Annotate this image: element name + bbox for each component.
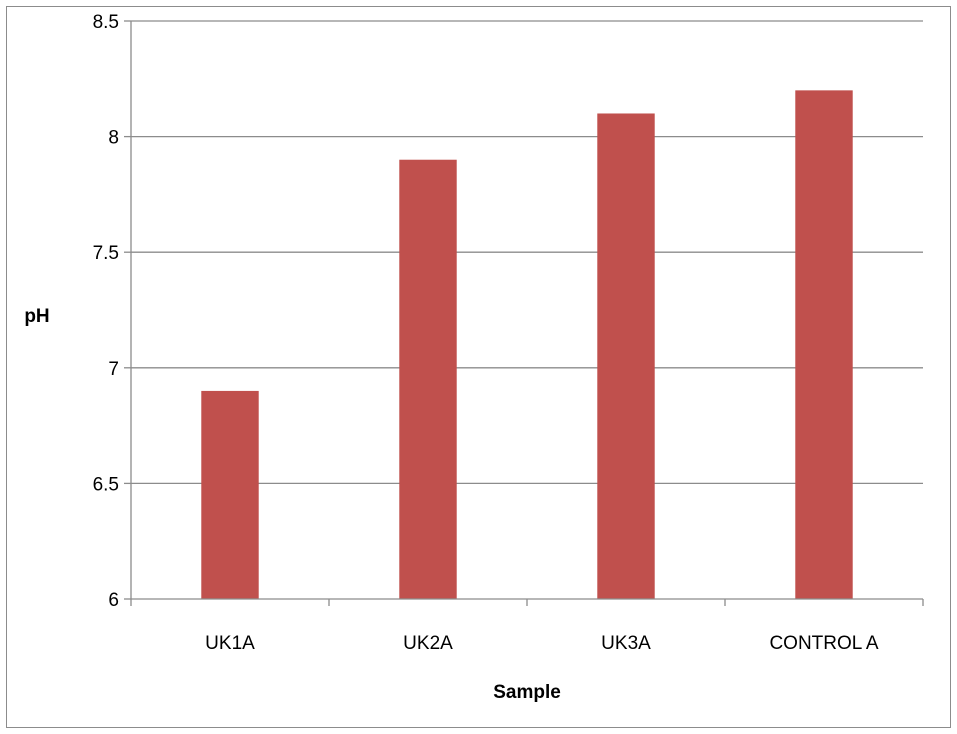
- y-tick-label: 6.5: [93, 474, 119, 495]
- x-tick-labels: UK1A UK2A UK3A CONTROL A: [205, 633, 879, 654]
- x-tick-label: UK3A: [601, 633, 651, 654]
- bar-uk2a: [399, 159, 457, 599]
- y-axis-title: pH: [24, 306, 49, 327]
- x-tick-label: CONTROL A: [769, 633, 878, 654]
- x-tick-label: UK1A: [205, 633, 255, 654]
- y-tick-label: 8.5: [93, 12, 119, 33]
- bar-uk3a: [597, 113, 655, 599]
- bars: [201, 90, 853, 600]
- axes: [130, 21, 923, 600]
- bar-control-a: [795, 90, 853, 600]
- y-tick-labels: 6 6.5 7 7.5 8 8.5: [93, 12, 119, 611]
- y-tick-label: 8: [108, 128, 119, 149]
- x-tick-label: UK2A: [403, 633, 453, 654]
- y-tick-label: 7.5: [93, 243, 119, 264]
- x-axis-title: Sample: [493, 682, 561, 703]
- chart-frame: [6, 6, 951, 728]
- bar-uk1a: [201, 390, 259, 599]
- gridlines: [124, 20, 924, 606]
- y-tick-label: 7: [108, 359, 119, 380]
- y-tick-label: 6: [108, 590, 119, 611]
